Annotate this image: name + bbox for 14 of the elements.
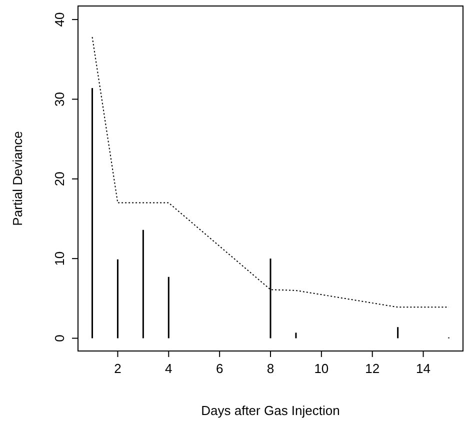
y-tick-label: 30	[52, 92, 67, 106]
x-tick-label: 4	[165, 361, 172, 376]
y-tick-label: 40	[52, 12, 67, 27]
x-tick-label: 10	[314, 361, 329, 376]
x-axis-title: Days after Gas Injection	[201, 403, 340, 418]
x-tick-label: 2	[114, 361, 122, 376]
y-tick-label: 20	[52, 172, 67, 186]
x-tick-label: 12	[365, 361, 380, 376]
x-tick-label: 6	[216, 361, 224, 376]
y-tick-label: 10	[52, 251, 67, 266]
x-tick-label: 8	[266, 361, 274, 376]
x-tick-label: 14	[416, 361, 431, 376]
y-axis-title: Partial Deviance	[10, 131, 25, 226]
y-tick-label: 0	[52, 334, 67, 342]
